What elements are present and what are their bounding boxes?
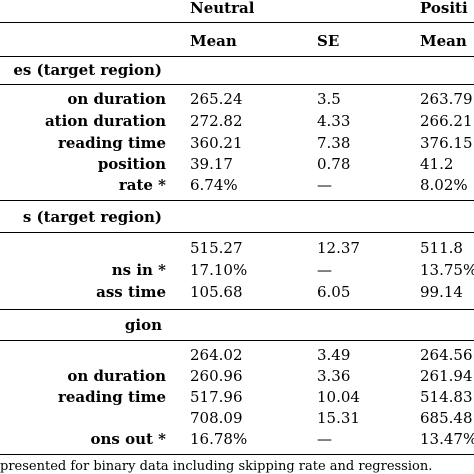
cell-neutral-mean: 264.02 bbox=[190, 346, 243, 364]
row-label: reading time bbox=[57, 388, 166, 406]
cell-neutral-mean: 260.96 bbox=[190, 367, 243, 385]
header-se: SE bbox=[317, 32, 340, 50]
cell-neutral-se: 12.37 bbox=[317, 239, 360, 257]
cell-neutral-se: 3.36 bbox=[317, 367, 351, 385]
cell-positive-mean: 261.94 bbox=[420, 367, 473, 385]
cell-positive-mean: 13.47% bbox=[420, 430, 474, 448]
row-label: ns in * bbox=[111, 261, 166, 279]
section-rule bbox=[0, 232, 474, 233]
cell-positive-mean: 264.56 bbox=[420, 346, 473, 364]
section-rule bbox=[0, 200, 474, 201]
header-mean: Mean bbox=[190, 32, 237, 50]
cell-neutral-mean: 272.82 bbox=[190, 112, 243, 130]
section-title: s (target region) bbox=[22, 208, 162, 226]
cell-positive-mean: 685.48 bbox=[420, 409, 473, 427]
cell-neutral-se: 4.33 bbox=[317, 112, 351, 130]
cell-neutral-mean: 6.74% bbox=[190, 176, 238, 194]
header-neutral: Neutral bbox=[190, 0, 255, 17]
cell-neutral-mean: 517.96 bbox=[190, 388, 243, 406]
cell-positive-mean: 99.14 bbox=[420, 283, 463, 301]
subheader-rule bbox=[0, 56, 474, 57]
cell-neutral-se: — bbox=[317, 261, 332, 279]
cell-neutral-se: 15.31 bbox=[317, 409, 360, 427]
cell-neutral-mean: 16.78% bbox=[190, 430, 248, 448]
cell-neutral-se: 0.78 bbox=[317, 155, 351, 173]
section-rule bbox=[0, 309, 474, 310]
cell-neutral-se: — bbox=[317, 176, 332, 194]
cell-neutral-mean: 265.24 bbox=[190, 90, 243, 108]
row-label: position bbox=[97, 155, 166, 173]
cell-neutral-se: 6.05 bbox=[317, 283, 351, 301]
cell-neutral-mean: 360.21 bbox=[190, 134, 243, 152]
row-label: ation duration bbox=[44, 112, 166, 130]
header-rule bbox=[0, 22, 474, 23]
cell-neutral-mean: 17.10% bbox=[190, 261, 248, 279]
cell-neutral-mean: 105.68 bbox=[190, 283, 243, 301]
cell-positive-mean: 511.8 bbox=[420, 239, 463, 257]
table-footnote: presented for binary data including skip… bbox=[0, 459, 433, 474]
cell-neutral-se: 7.38 bbox=[317, 134, 351, 152]
cell-positive-mean: 514.83 bbox=[420, 388, 473, 406]
bottom-rule bbox=[0, 454, 474, 455]
header-positive: Positi bbox=[420, 0, 468, 17]
cell-positive-mean: 266.21 bbox=[420, 112, 473, 130]
cell-neutral-se: 3.49 bbox=[317, 346, 351, 364]
cell-neutral-mean: 515.27 bbox=[190, 239, 243, 257]
cell-neutral-mean: 708.09 bbox=[190, 409, 243, 427]
row-label: on duration bbox=[67, 367, 166, 385]
cell-positive-mean: 8.02% bbox=[420, 176, 468, 194]
section-title: es (target region) bbox=[13, 61, 162, 79]
cell-neutral-se: — bbox=[317, 430, 332, 448]
cell-positive-mean: 263.79 bbox=[420, 90, 473, 108]
cell-positive-mean: 41.2 bbox=[420, 155, 454, 173]
cell-neutral-se: 10.04 bbox=[317, 388, 360, 406]
row-label: reading time bbox=[57, 134, 166, 152]
row-label: ass time bbox=[96, 283, 166, 301]
row-label: on duration bbox=[67, 90, 166, 108]
row-label: ons out * bbox=[90, 430, 166, 448]
section-rule bbox=[0, 84, 474, 85]
section-rule bbox=[0, 340, 474, 341]
section-title: gion bbox=[124, 316, 162, 334]
header-mean-positive: Mean bbox=[420, 32, 467, 50]
cell-positive-mean: 13.75% bbox=[420, 261, 474, 279]
cell-neutral-se: 3.5 bbox=[317, 90, 341, 108]
cell-positive-mean: 376.15 bbox=[420, 134, 473, 152]
row-label: rate * bbox=[118, 176, 166, 194]
cell-neutral-mean: 39.17 bbox=[190, 155, 233, 173]
